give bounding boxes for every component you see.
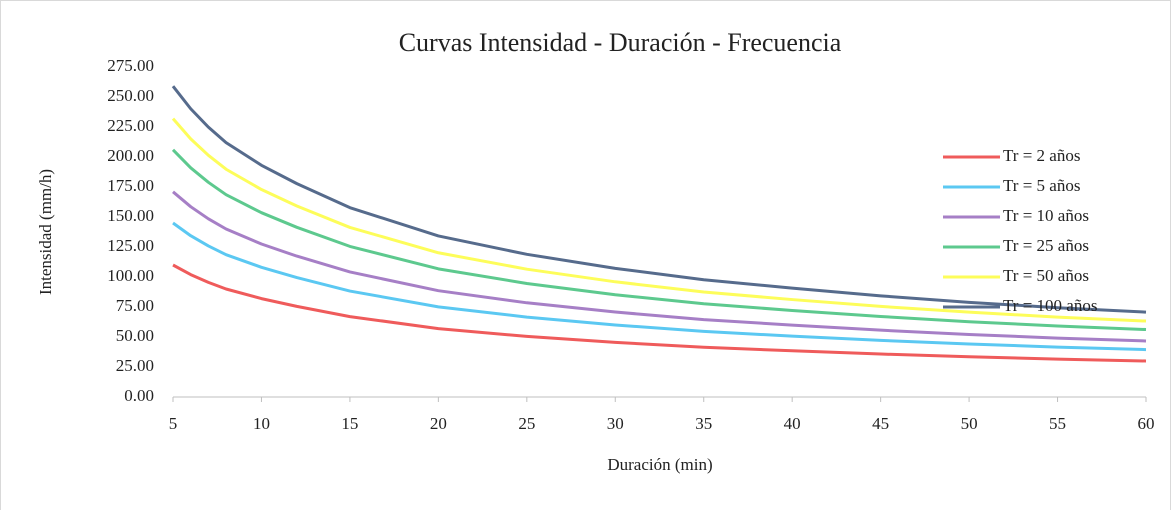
y-tick-label: 250.00 — [107, 86, 154, 105]
y-tick-label: 0.00 — [124, 386, 154, 405]
series-line — [172, 221, 1147, 352]
series-line — [172, 190, 1147, 343]
y-tick-label: 75.00 — [116, 296, 154, 315]
x-tick-label: 15 — [341, 414, 358, 433]
legend-label: Tr = 50 años — [1003, 266, 1089, 285]
y-tick-label: 25.00 — [116, 356, 154, 375]
x-tick-label: 35 — [695, 414, 712, 433]
legend-label: Tr = 25 años — [1003, 236, 1089, 255]
x-tick-label: 10 — [253, 414, 270, 433]
y-tick-label: 275.00 — [107, 56, 154, 75]
legend-label: Tr = 100 años — [1003, 296, 1097, 315]
y-tick-label: 225.00 — [107, 116, 154, 135]
series-line — [172, 263, 1147, 363]
x-tick-label: 20 — [430, 414, 447, 433]
x-tick-label: 50 — [961, 414, 978, 433]
y-tick-label: 150.00 — [107, 206, 154, 225]
legend-label: Tr = 10 años — [1003, 206, 1089, 225]
legend-label: Tr = 2 años — [1003, 146, 1080, 165]
x-axis-label: Duración (min) — [607, 455, 712, 474]
series-line — [171, 148, 1147, 332]
y-tick-label: 200.00 — [107, 146, 154, 165]
series-line — [171, 117, 1147, 323]
y-tick-label: 100.00 — [107, 266, 154, 285]
x-tick-label: 30 — [607, 414, 624, 433]
x-tick-label: 40 — [784, 414, 801, 433]
x-tick-label: 60 — [1138, 414, 1155, 433]
y-tick-label: 50.00 — [116, 326, 154, 345]
x-tick-label: 45 — [872, 414, 889, 433]
x-tick-label: 5 — [169, 414, 178, 433]
series-line — [171, 85, 1147, 314]
y-tick-label: 175.00 — [107, 176, 154, 195]
chart-title: Curvas Intensidad - Duración - Frecuenci… — [399, 28, 842, 57]
x-tick-label: 25 — [518, 414, 535, 433]
legend-label: Tr = 5 años — [1003, 176, 1080, 195]
x-tick-label: 55 — [1049, 414, 1066, 433]
y-tick-label: 125.00 — [107, 236, 154, 255]
y-axis-label: Intensidad (mm/h) — [36, 169, 55, 295]
